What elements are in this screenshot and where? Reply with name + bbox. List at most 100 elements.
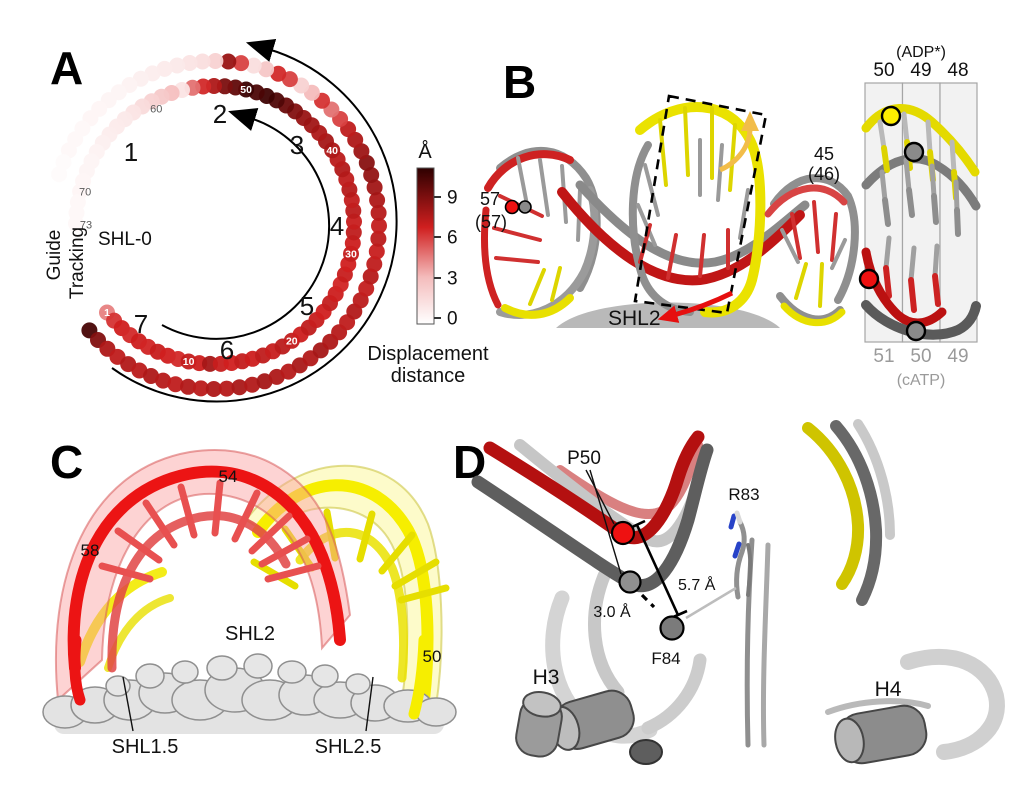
displacement-dot-guide-11 [192,380,209,397]
displacement-dot-guide-50 [233,55,250,72]
position-54-label: 54 [219,467,238,486]
guide-strand-shift-arrow [718,111,759,173]
displacement-dot-guide-7 [143,368,159,384]
colorbar: Å 9 6 3 0 Displacement distance [367,140,489,387]
displacement-dot-guide-52 [207,53,224,69]
colorbar-tick-9: 9 [447,188,458,209]
guide-catp-position-marker [903,141,925,163]
shl2-label-c: SHL2 [225,623,275,645]
adp-register-49: 49 [910,60,931,81]
displacement-dot-guide-8 [155,372,172,389]
displacement-dot-guide-48 [258,61,275,78]
displacement-dot-guide-27 [358,280,375,297]
p50-label: P50 [567,448,601,469]
displacement-dot-guide-56 [156,60,173,77]
position-58-label: 58 [81,541,100,560]
adp-tracking-backbone-diagonal [557,187,805,286]
tracking-strand-shift-arrow [657,290,734,323]
shl-section-label-1: 1 [124,137,138,167]
spiral-dot-label-30: 30 [345,248,357,260]
displacement-dot-guide-32 [371,217,387,234]
p50-adp-marker [610,520,636,546]
inner-rotation-arrow [161,108,331,340]
shl-section-label-5: 5 [300,291,314,321]
panel-a-letter: A [50,42,83,94]
panel-b: B [475,44,981,389]
r83-sidechain-sticks [685,510,753,620]
shl1-5-leader-line [122,676,134,732]
displacement-dot-guide-15 [244,376,261,393]
adp-state-label: (ADP*) [896,44,946,61]
yellow-strand-tail [408,634,430,720]
shl-section-label-7: 7 [134,309,148,339]
cryoem-density-histone [42,653,457,734]
base-pair-sticks [780,200,847,308]
cryoem-density-yellow [75,464,450,714]
protein-helices [515,569,1005,765]
adp-register-50: 50 [873,60,894,81]
dashed-highlight-box [633,94,768,315]
displacement-dot-guide-9 [167,376,184,393]
displacement-dot-guide-29 [366,256,383,273]
distance-5-7-label: 5.7 Å [678,575,716,594]
displacement-dot-guide-30 [368,243,385,260]
shl-section-label-6: 6 [220,335,234,365]
residue-45-label: 45 [814,144,834,164]
spiral-dot-label-73: 73 [80,219,92,231]
tracking-strand-label: Tracking [67,227,88,299]
catp-register-50: 50 [910,346,931,367]
adp-register-48: 48 [947,60,968,81]
spiral-dot-label-50: 50 [240,84,252,96]
displacement-dot-guide-53 [194,53,211,70]
shl-section-label-2: 2 [213,99,227,129]
p50-leader-line-1 [585,469,615,525]
residue-46-paren-label: (46) [808,164,840,184]
colorbar-tick-3: 3 [447,269,458,290]
spiral-dot-label-1: 1 [104,307,110,319]
displacement-dot-guide-47 [270,65,287,82]
displacement-dot-guide-36 [363,167,380,183]
spiral-dot-label-10: 10 [183,356,195,368]
shl0-label: SHL-0 [98,229,152,250]
catp-register-49: 49 [947,346,968,367]
distance-3-0-label: 3.0 Å [593,602,631,621]
panel-d: D [453,419,1005,765]
guide-adp-position-marker [880,105,902,127]
register-inset: (ADP*) 50 49 48 [858,44,981,389]
displacement-dot-guide-33 [370,204,387,221]
displacement-dot-guide-14 [231,379,248,396]
shl2-label-b: SHL2 [608,307,661,330]
cryoem-density-red [54,449,352,703]
spiral-dot-label-20: 20 [286,335,298,347]
inset-base-sticks [877,111,961,313]
displacement-dot-guide-34 [369,192,386,209]
displacement-dot-guide-35 [366,179,383,196]
displacement-dot-guide-12 [205,381,222,397]
displacement-dot-guide-28 [362,268,379,285]
displacement-dot-guide-10 [180,378,197,395]
shl2-5-leader-line [365,676,374,732]
shl-section-label-4: 4 [330,211,344,241]
shl2-5-label: SHL2.5 [315,736,382,758]
catp-backbone-diagonal [575,180,810,268]
position-50-label: 50 [423,647,442,666]
residue-57-paren-label: (57) [475,212,507,232]
tracking-catp-position-marker [905,320,927,342]
p50-catp-marker [618,570,642,594]
panel-c: C [42,436,457,758]
displacement-dot-guide-16 [256,373,273,390]
colorbar-tick-0: 0 [447,309,458,330]
h4-helix-label: H4 [875,678,902,701]
base-pair-sticks [636,106,750,280]
dna-overlay-right-lobe [764,174,859,327]
red-strand-tail [69,634,86,706]
p57-catp-marker [518,200,532,214]
displacement-dot-guide-49 [245,57,262,74]
residue-57-label: 57 [480,189,500,209]
displacement-dot-tracking-73 [68,215,84,232]
tracking-adp-position-marker [858,268,880,290]
spiral-dot-label-70: 70 [79,186,91,198]
